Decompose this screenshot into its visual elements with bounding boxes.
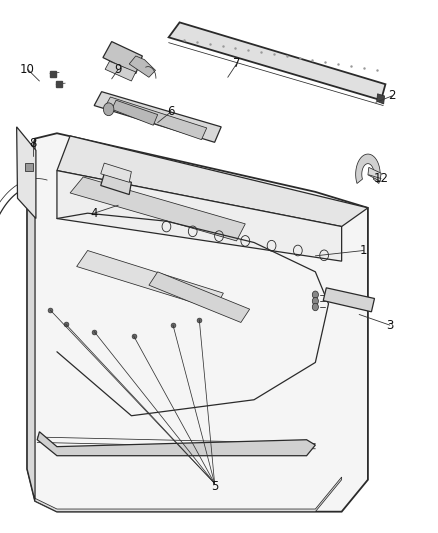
Polygon shape [57,136,368,227]
Polygon shape [105,61,136,81]
Polygon shape [129,56,155,77]
Circle shape [312,303,318,311]
Text: 4: 4 [90,207,98,220]
Polygon shape [105,97,207,140]
Polygon shape [27,139,35,501]
Circle shape [312,291,318,298]
Polygon shape [57,171,342,261]
Polygon shape [70,177,245,241]
Polygon shape [77,251,223,309]
Text: 9: 9 [114,63,122,76]
Polygon shape [377,94,385,104]
Polygon shape [35,477,342,512]
Text: 6: 6 [167,106,175,118]
Polygon shape [169,22,385,100]
Text: 10: 10 [20,63,35,76]
Text: 7: 7 [233,58,240,70]
Circle shape [103,103,114,116]
Polygon shape [149,272,250,322]
Text: 2: 2 [388,90,396,102]
Polygon shape [368,167,381,181]
Text: 1: 1 [360,244,367,257]
Polygon shape [25,163,33,171]
Polygon shape [323,288,374,312]
Text: 5: 5 [211,480,218,492]
Polygon shape [101,163,131,182]
Polygon shape [37,432,315,456]
Polygon shape [356,154,380,183]
Polygon shape [103,42,142,74]
Text: 3: 3 [386,319,393,332]
Polygon shape [94,92,221,142]
Text: 8: 8 [29,138,36,150]
Polygon shape [27,133,368,512]
Polygon shape [101,174,131,195]
Circle shape [312,297,318,305]
Polygon shape [112,100,158,125]
Polygon shape [17,127,36,219]
Text: 12: 12 [374,172,389,185]
